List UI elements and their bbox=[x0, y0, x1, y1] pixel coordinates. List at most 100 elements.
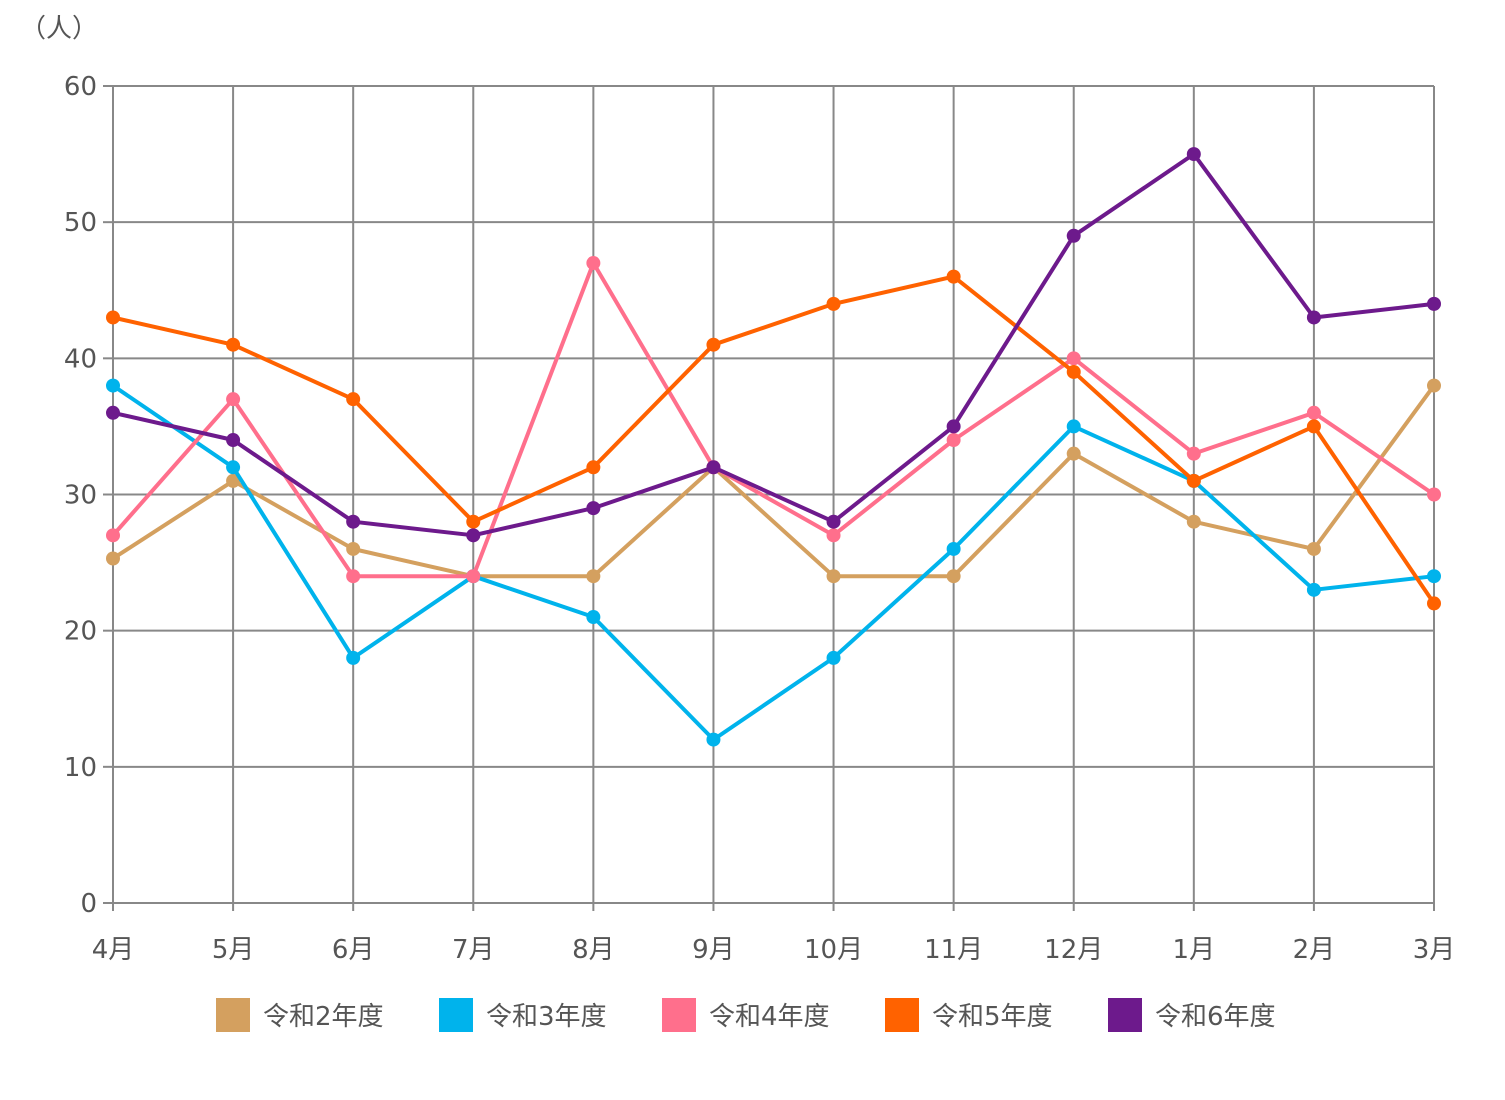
data-point bbox=[346, 514, 361, 529]
data-point bbox=[1066, 228, 1081, 243]
data-point bbox=[586, 256, 601, 271]
data-point bbox=[946, 541, 961, 556]
x-tick-label: 1月 bbox=[1173, 935, 1216, 965]
data-point bbox=[106, 310, 120, 325]
y-tick-label: 0 bbox=[80, 889, 97, 919]
data-point bbox=[826, 514, 841, 529]
y-tick-label: 40 bbox=[64, 344, 97, 374]
data-point bbox=[1186, 147, 1201, 162]
data-point bbox=[466, 514, 481, 529]
data-point bbox=[346, 569, 361, 584]
series-line bbox=[111, 261, 1436, 579]
x-tick-label: 12月 bbox=[1044, 935, 1103, 965]
data-point bbox=[826, 650, 841, 665]
data-point bbox=[1427, 487, 1441, 502]
y-tick-label: 20 bbox=[64, 617, 97, 647]
data-point bbox=[1066, 351, 1081, 366]
data-point bbox=[346, 650, 361, 665]
data-point bbox=[1306, 310, 1321, 325]
data-point bbox=[1427, 378, 1441, 393]
x-tick-label: 10月 bbox=[804, 935, 863, 965]
y-tick-label: 10 bbox=[64, 753, 97, 783]
data-point bbox=[1306, 582, 1321, 597]
legend-label: 令和3年度 bbox=[486, 1002, 607, 1032]
data-point bbox=[586, 610, 601, 625]
data-point bbox=[1186, 473, 1201, 488]
x-tick-label: 5月 bbox=[212, 935, 255, 965]
data-point bbox=[586, 501, 601, 516]
data-point bbox=[706, 337, 721, 352]
legend-label: 令和2年度 bbox=[263, 1002, 384, 1032]
legend-item: 令和5年度 bbox=[885, 998, 1053, 1032]
y-tick-label: 60 bbox=[64, 72, 97, 102]
y-tick-label: 30 bbox=[64, 481, 97, 511]
data-point bbox=[226, 460, 241, 475]
data-point bbox=[106, 378, 120, 393]
data-point bbox=[1066, 446, 1081, 461]
series-line bbox=[111, 383, 1436, 742]
x-tick-label: 8月 bbox=[572, 935, 615, 965]
data-point bbox=[226, 473, 241, 488]
data-point bbox=[1306, 419, 1321, 434]
data-point bbox=[826, 296, 841, 311]
data-point bbox=[346, 392, 361, 407]
y-axis-unit-label: （人） bbox=[20, 14, 98, 44]
legend-item: 令和4年度 bbox=[662, 998, 830, 1032]
x-tick-label: 3月 bbox=[1413, 935, 1456, 965]
legend-swatch bbox=[216, 998, 250, 1032]
legend-swatch bbox=[439, 998, 473, 1032]
series-2 bbox=[106, 378, 1441, 747]
data-point bbox=[1066, 364, 1081, 379]
data-point bbox=[706, 732, 721, 747]
legend-item: 令和6年度 bbox=[1108, 998, 1276, 1032]
data-point bbox=[586, 460, 601, 475]
data-point bbox=[1186, 514, 1201, 529]
data-point bbox=[1186, 446, 1201, 461]
legend-swatch bbox=[885, 998, 919, 1032]
data-point bbox=[946, 419, 961, 434]
data-point bbox=[1427, 596, 1441, 611]
series-line bbox=[111, 274, 1436, 606]
data-point bbox=[946, 269, 961, 284]
x-tick-label: 2月 bbox=[1293, 935, 1336, 965]
grid-lines bbox=[112, 85, 1435, 911]
x-tick-label: 11月 bbox=[924, 935, 983, 965]
data-point bbox=[586, 569, 601, 584]
series-line bbox=[111, 152, 1436, 538]
x-tick-label: 9月 bbox=[692, 935, 735, 965]
data-point bbox=[826, 569, 841, 584]
data-point bbox=[466, 528, 481, 543]
data-point bbox=[226, 392, 241, 407]
legend-item: 令和3年度 bbox=[439, 998, 607, 1032]
data-point bbox=[106, 528, 120, 543]
x-tick-label: 4月 bbox=[92, 935, 135, 965]
data-point bbox=[946, 433, 961, 448]
data-point bbox=[1306, 405, 1321, 420]
data-point bbox=[1427, 296, 1441, 311]
legend-swatch bbox=[662, 998, 696, 1032]
legend-item: 令和2年度 bbox=[216, 998, 384, 1032]
legend-swatch bbox=[1108, 998, 1142, 1032]
series-5 bbox=[106, 147, 1441, 543]
data-point bbox=[826, 528, 841, 543]
legend: 令和2年度 令和3年度 令和4年度 令和5年度 令和6年度 bbox=[216, 998, 1276, 1032]
legend-label: 令和6年度 bbox=[1155, 1002, 1276, 1032]
data-point bbox=[1427, 569, 1441, 584]
legend-label: 令和5年度 bbox=[932, 1002, 1053, 1032]
data-point bbox=[226, 433, 241, 448]
data-point bbox=[1306, 541, 1321, 556]
data-point bbox=[226, 337, 241, 352]
data-point bbox=[346, 541, 361, 556]
series-1 bbox=[106, 378, 1441, 584]
series-4 bbox=[106, 269, 1441, 611]
x-tick-label: 6月 bbox=[332, 935, 375, 965]
y-tick-label: 50 bbox=[64, 208, 97, 238]
data-point bbox=[106, 551, 120, 566]
legend-label: 令和4年度 bbox=[709, 1002, 830, 1032]
data-point bbox=[706, 460, 721, 475]
series-line bbox=[111, 383, 1436, 579]
data-point bbox=[106, 405, 120, 420]
axes: 0 10 20 30 40 50 60 4月 5月 6月 7月 8月 9月 10月 11月 12月 1月 2月 3月 bbox=[64, 72, 1455, 965]
data-point bbox=[946, 569, 961, 584]
